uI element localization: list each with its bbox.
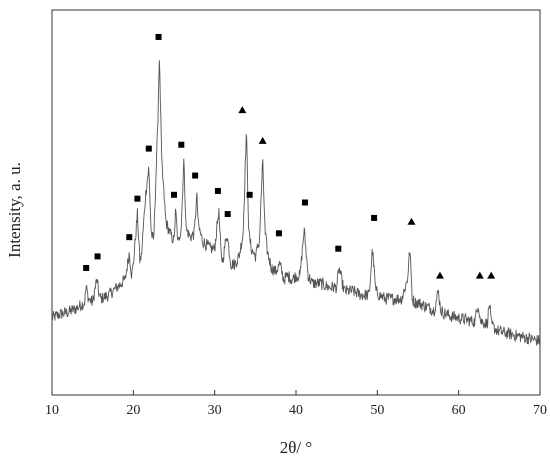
x-axis-ticks: 10 20 30 40 50 60 70 xyxy=(45,390,547,418)
x-tick-label: 10 xyxy=(45,403,59,418)
plot-frame xyxy=(51,9,541,396)
square-marker xyxy=(301,199,308,206)
x-tick-label: 20 xyxy=(126,403,140,418)
square-marker xyxy=(126,234,133,241)
triangle-marker xyxy=(475,271,484,279)
square-marker xyxy=(246,191,253,198)
square-marker xyxy=(145,145,152,152)
x-tick-label: 60 xyxy=(452,403,466,418)
square-marker xyxy=(214,187,221,194)
square-marker xyxy=(192,172,199,179)
square-marker xyxy=(178,141,185,148)
square-marker xyxy=(275,230,282,237)
square-marker xyxy=(83,264,90,271)
phase-markers xyxy=(83,33,496,279)
square-marker xyxy=(335,245,342,252)
square-marker xyxy=(371,214,378,221)
x-tick-label: 70 xyxy=(533,403,547,418)
series-line xyxy=(51,60,541,346)
triangle-marker xyxy=(435,271,444,279)
triangle-marker xyxy=(238,106,247,114)
square-marker xyxy=(94,253,101,260)
triangle-marker xyxy=(258,136,267,144)
x-tick-label: 50 xyxy=(370,403,384,418)
square-marker xyxy=(224,211,231,218)
triangle-marker xyxy=(487,271,496,279)
series-layer xyxy=(51,60,541,346)
triangle-marker xyxy=(407,217,416,225)
x-tick-label: 40 xyxy=(289,403,303,418)
square-marker xyxy=(171,191,177,198)
y-axis-title: Intensity, a. u. xyxy=(5,162,24,258)
x-tick-label: 30 xyxy=(208,403,222,418)
x-axis-title: 2θ/ ° xyxy=(280,438,312,457)
square-marker xyxy=(134,195,141,202)
square-marker xyxy=(155,33,162,40)
